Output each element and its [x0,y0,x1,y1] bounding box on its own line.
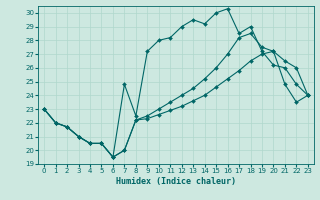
X-axis label: Humidex (Indice chaleur): Humidex (Indice chaleur) [116,177,236,186]
